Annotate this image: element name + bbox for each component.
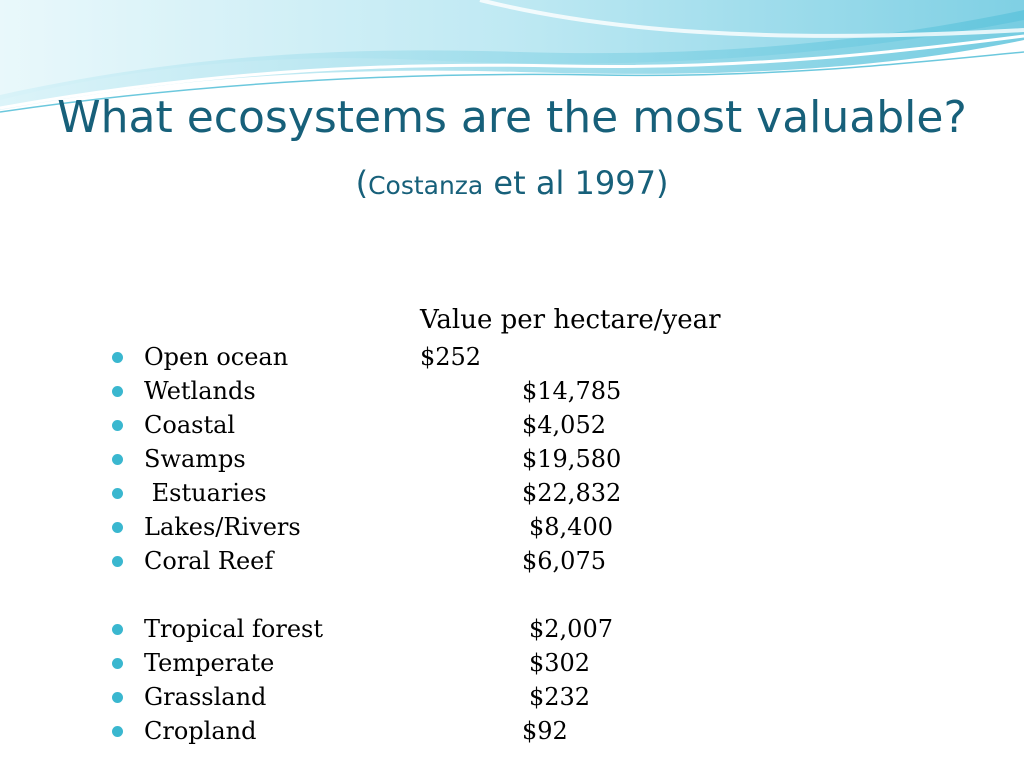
list-item: Lakes/Rivers $8,400 — [112, 513, 712, 547]
bullet-icon — [112, 692, 123, 703]
ecosystem-name: Grassland — [144, 683, 267, 711]
ecosystem-name: Estuaries — [144, 479, 267, 507]
subtitle-rest: et al 1997) — [483, 164, 669, 202]
ecosystem-name: Open ocean — [144, 343, 289, 371]
list-item: Tropical forest $2,007 — [112, 615, 712, 649]
ecosystem-name: Coral Reef — [144, 547, 274, 575]
ecosystem-value: $2,007 — [529, 615, 613, 643]
list-item: Coastal $4,052 — [112, 411, 712, 445]
ecosystem-name: Wetlands — [144, 377, 256, 405]
bullet-icon — [112, 352, 123, 363]
ecosystem-name: Tropical forest — [144, 615, 323, 643]
ecosystem-value: $14,785 — [522, 377, 622, 405]
ecosystem-value: $302 — [529, 649, 591, 677]
column-header: Value per hectare/year — [420, 305, 721, 335]
bullet-icon — [112, 488, 123, 499]
bullet-icon — [112, 556, 123, 567]
bullet-icon — [112, 420, 123, 431]
bullet-icon — [112, 522, 123, 533]
ecosystem-name: Temperate — [144, 649, 275, 677]
ecosystem-value: $4,052 — [522, 411, 606, 439]
list-item: Estuaries $22,832 — [112, 479, 712, 513]
bullet-icon — [112, 726, 123, 737]
list-item: Cropland $92 — [112, 717, 712, 751]
ecosystem-value: $8,400 — [529, 513, 613, 541]
ecosystem-value: $232 — [529, 683, 591, 711]
subtitle-author: Costanza — [368, 171, 484, 200]
ecosystem-value: $6,075 — [522, 547, 606, 575]
subtitle-open: ( — [355, 164, 369, 202]
list-item: Swamps $19,580 — [112, 445, 712, 479]
bullet-icon — [112, 454, 123, 465]
ecosystem-value: $22,832 — [522, 479, 622, 507]
ecosystem-value: $92 — [522, 717, 568, 745]
ecosystem-name: Swamps — [144, 445, 246, 473]
list-item: Temperate $302 — [112, 649, 712, 683]
ecosystem-value: $19,580 — [522, 445, 622, 473]
ecosystem-name: Lakes/Rivers — [144, 513, 301, 541]
list-item: Open ocean $252 — [112, 343, 712, 377]
bullet-icon — [112, 624, 123, 635]
ecosystem-name: Cropland — [144, 717, 257, 745]
list-item: Coral Reef $6,075 — [112, 547, 712, 581]
bullet-icon — [112, 658, 123, 669]
slide-subtitle: (Costanza et al 1997) — [0, 160, 1024, 209]
slide-title: What ecosystems are the most valuable? — [57, 92, 967, 143]
list-item: Wetlands $14,785 — [112, 377, 712, 411]
wave-decoration — [0, 0, 1024, 113]
list-item: Grassland $232 — [112, 683, 712, 717]
bullet-icon — [112, 386, 123, 397]
ecosystem-name: Coastal — [144, 411, 236, 439]
ecosystem-value: $252 — [420, 343, 482, 371]
